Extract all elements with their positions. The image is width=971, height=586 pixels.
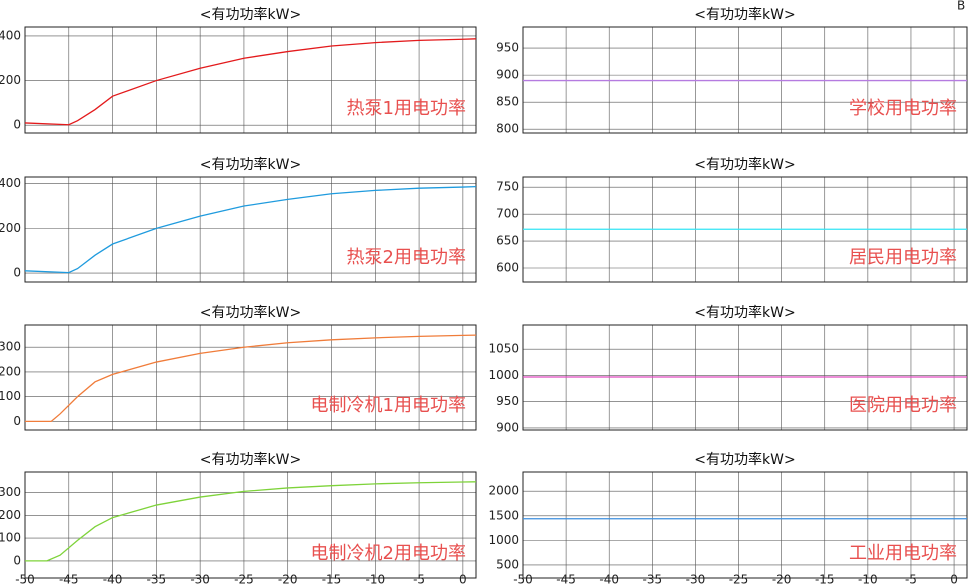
annotation: 工业用电功率 — [849, 543, 957, 564]
x-tick-label: -30 — [190, 573, 210, 586]
y-tick-label: 700 — [496, 207, 519, 221]
x-tick-label: -40 — [103, 573, 123, 586]
x-tick-label: -25 — [729, 573, 749, 586]
y-tick-label: 200 — [0, 221, 21, 235]
chart-title: <有功功率kW> — [200, 451, 301, 468]
y-tick-label: 600 — [496, 261, 519, 275]
chart-title: <有功功率kW> — [694, 304, 795, 321]
y-tick-label: 500 — [496, 557, 519, 571]
y-tick-label: 900 — [496, 68, 519, 82]
y-tick-label: 800 — [496, 122, 519, 136]
y-tick-label: 400 — [0, 176, 21, 190]
annotation: 电制冷机2用电功率 — [311, 543, 466, 564]
annotation: 热泵1用电功率 — [347, 98, 466, 119]
y-tick-label: 1000 — [488, 368, 519, 382]
y-tick-label: 850 — [496, 95, 519, 109]
annotation: 学校用电功率 — [849, 98, 957, 119]
y-tick-label: 0 — [13, 414, 21, 428]
plot-area — [25, 27, 476, 133]
plot-area — [25, 177, 476, 282]
x-tick-label: -35 — [643, 573, 663, 586]
y-tick-label: 100 — [0, 389, 21, 403]
plot-frame — [24, 471, 477, 579]
chart-title: <有功功率kW> — [200, 304, 301, 321]
x-tick-label: -45 — [59, 573, 79, 586]
x-tick-label: -5 — [905, 573, 917, 586]
y-tick-label: 100 — [0, 531, 21, 545]
annotation: 医院用电功率 — [849, 395, 957, 416]
data-line — [24, 38, 477, 126]
y-tick-label: 1000 — [488, 533, 519, 547]
y-tick-label: 1500 — [488, 508, 519, 522]
y-tick-label: 0 — [13, 266, 21, 280]
data-line — [25, 334, 477, 423]
x-tick-label: 0 — [459, 573, 467, 586]
chart-title: <有功功率kW> — [694, 156, 795, 173]
data-line — [24, 185, 477, 274]
plot-area — [25, 472, 476, 578]
y-tick-label: 0 — [13, 118, 21, 132]
annotation: 热泵2用电功率 — [347, 247, 466, 268]
annotation: 电制冷机1用电功率 — [311, 395, 466, 416]
plot-area — [25, 325, 476, 430]
y-tick-label: 200 — [0, 508, 21, 522]
x-tick-label: -40 — [599, 573, 619, 586]
corner-text: B — [957, 0, 965, 13]
x-tick-label: -45 — [556, 573, 576, 586]
x-tick-label: -25 — [234, 573, 254, 586]
y-tick-label: 400 — [0, 28, 21, 42]
y-tick-label: 900 — [496, 420, 519, 434]
y-tick-label: 1050 — [488, 342, 519, 356]
x-tick-label: -5 — [413, 573, 425, 586]
y-tick-label: 950 — [496, 41, 519, 55]
x-tick-label: -10 — [858, 573, 878, 586]
x-tick-label: -15 — [815, 573, 835, 586]
y-tick-label: 2000 — [488, 484, 519, 498]
x-tick-label: -15 — [322, 573, 342, 586]
y-tick-label: 750 — [496, 180, 519, 194]
chart-title: <有功功率kW> — [694, 6, 795, 23]
x-tick-label: -20 — [278, 573, 298, 586]
x-tick-label: -50 — [15, 573, 35, 586]
annotation: 居民用电功率 — [849, 247, 957, 268]
chart-title: <有功功率kW> — [200, 6, 301, 23]
data-line — [25, 481, 477, 562]
plot-frame — [24, 26, 477, 134]
plot-frame — [24, 176, 477, 283]
y-tick-label: 0 — [13, 553, 21, 567]
plot-frame — [24, 324, 477, 431]
y-tick-label: 300 — [0, 485, 21, 499]
y-tick-label: 950 — [496, 394, 519, 408]
x-tick-label: -30 — [686, 573, 706, 586]
chart-title: <有功功率kW> — [200, 156, 301, 173]
y-tick-label: 300 — [0, 340, 21, 354]
y-tick-label: 650 — [496, 234, 519, 248]
x-tick-label: -20 — [772, 573, 792, 586]
y-tick-label: 200 — [0, 73, 21, 87]
chart-title: <有功功率kW> — [694, 451, 795, 468]
x-tick-label: -10 — [365, 573, 385, 586]
plot-frame — [522, 471, 968, 579]
plot-area — [523, 472, 967, 578]
x-tick-label: -50 — [513, 573, 533, 586]
x-tick-label: -35 — [147, 573, 167, 586]
y-tick-label: 200 — [0, 364, 21, 378]
x-tick-label: 0 — [950, 573, 958, 586]
